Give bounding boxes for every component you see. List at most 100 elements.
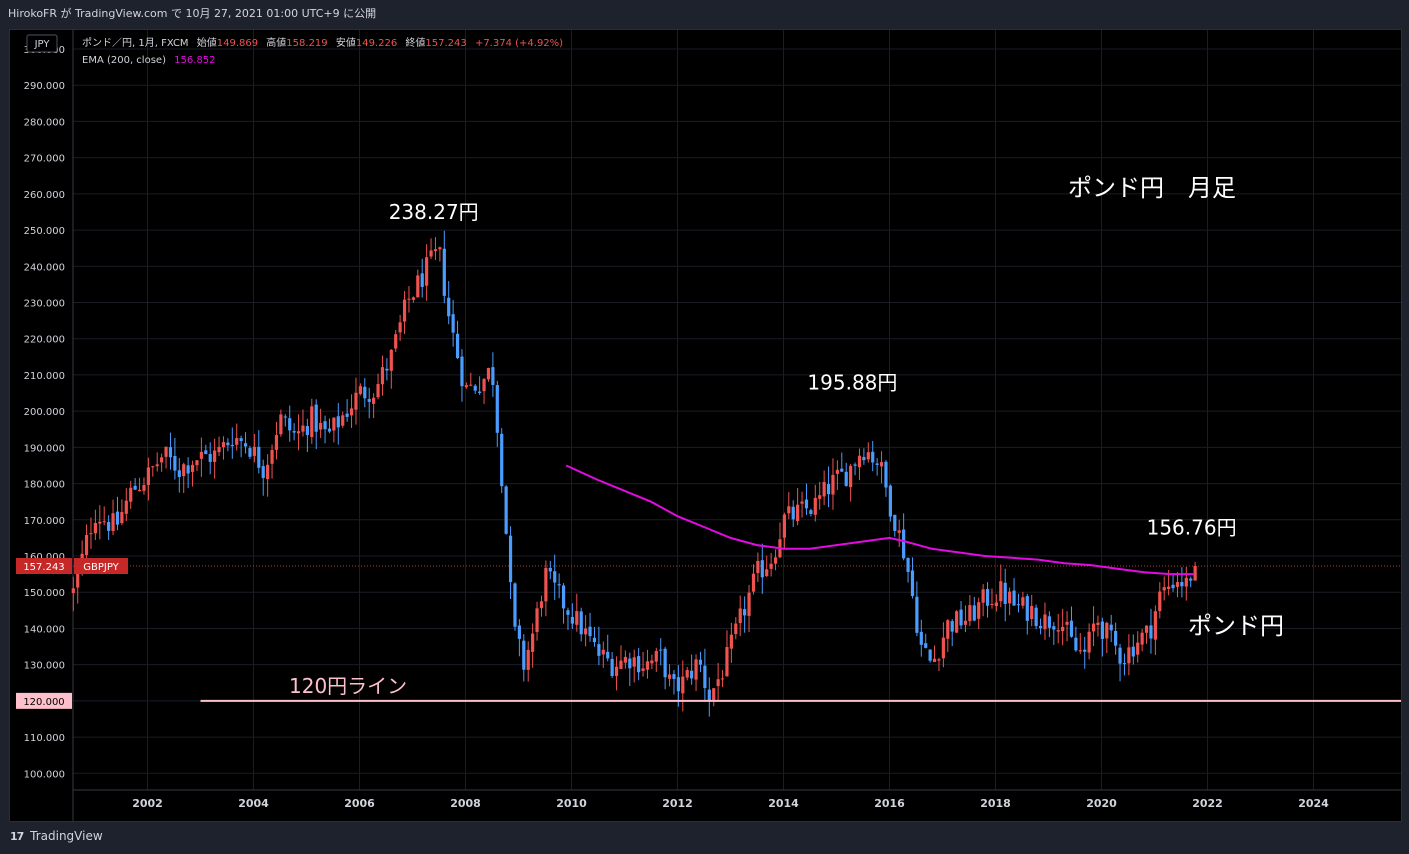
candle-body — [566, 610, 570, 615]
candle-body — [71, 588, 75, 594]
candle-body — [628, 658, 632, 669]
candle-body — [1061, 626, 1065, 632]
legend-ema-line: EMA (200, close) 156.852 — [82, 55, 216, 66]
symbol-tag — [74, 557, 128, 574]
candle-body — [875, 463, 879, 465]
candle-body — [685, 670, 689, 678]
candle-body — [601, 649, 605, 655]
candle-body — [853, 464, 857, 466]
candle-body — [743, 609, 747, 616]
candle-body — [769, 563, 773, 569]
candle-body — [120, 512, 124, 524]
x-tick-label: 2024 — [1298, 797, 1329, 810]
price-annotation: 156.76円 — [1147, 515, 1237, 539]
candle-body — [999, 581, 1003, 602]
grid — [73, 30, 1401, 790]
y-tick-label: 100.000 — [24, 769, 65, 780]
candle-body — [270, 449, 274, 464]
x-tick-label: 2020 — [1086, 797, 1117, 810]
candle-body — [296, 431, 301, 434]
candle-body — [910, 570, 915, 597]
candle-body — [928, 649, 932, 661]
candle-body — [301, 425, 305, 432]
chart-pane[interactable]: 100.000 110.000 120.000 130.000 140.000 150.0… — [9, 29, 1402, 822]
candle-body — [977, 602, 981, 619]
candle-body — [531, 633, 535, 652]
candle-body — [319, 422, 323, 430]
price-labels: 157.243 GBPJPY 120.000 — [16, 557, 128, 709]
currency-badge-bg[interactable] — [26, 34, 58, 53]
y-tick-label: 290.000 — [24, 81, 65, 92]
candle-body — [888, 485, 892, 517]
candle-body — [650, 660, 654, 664]
candle-body — [553, 571, 557, 583]
candle-body — [416, 275, 420, 298]
y-tick-label: 240.000 — [24, 262, 65, 273]
candle-body — [1175, 582, 1180, 587]
candle-body — [645, 661, 650, 670]
legend-low-label: 安値 — [336, 36, 356, 49]
candle-body — [433, 249, 438, 252]
support-price-tag-text: 120.000 — [23, 697, 64, 708]
candle-body — [919, 631, 923, 645]
candle-body — [102, 521, 106, 523]
candle-body — [1131, 646, 1135, 657]
candle-body — [844, 471, 848, 486]
candle-body — [575, 611, 579, 625]
candle-body — [279, 414, 283, 435]
candle-body — [1074, 637, 1078, 651]
candle-body — [738, 608, 742, 623]
candle-body — [725, 647, 729, 677]
y-tick-label: 170.000 — [24, 516, 65, 527]
candle-body — [809, 510, 813, 514]
candle-body — [698, 659, 703, 665]
candle-body — [588, 626, 592, 637]
currency-badge[interactable]: JPY — [34, 39, 51, 50]
candle-body — [734, 623, 738, 635]
candle-body — [796, 504, 800, 522]
tradingview-logo-icon: 17 — [10, 830, 24, 843]
candle-body — [1180, 582, 1184, 587]
candle-body — [407, 298, 411, 300]
candle-body — [464, 385, 468, 388]
candle-body — [455, 333, 460, 359]
legend-change: +7.374 (+4.92%) — [475, 38, 563, 49]
candle-body — [1184, 577, 1188, 587]
candle-body — [1043, 614, 1047, 630]
candle-body — [1144, 625, 1149, 633]
candle-body — [469, 384, 473, 386]
candle-body — [1030, 606, 1034, 620]
y-tick-label: 260.000 — [24, 190, 65, 201]
candle-body — [619, 660, 623, 669]
candle-body — [442, 248, 446, 296]
candle-body — [539, 601, 544, 609]
candle-body — [641, 668, 645, 671]
candle-body — [813, 497, 817, 515]
legend-low-value: 149.226 — [356, 38, 397, 49]
candle-body — [358, 386, 362, 394]
legend-open-value: 149.869 — [217, 38, 258, 49]
candle-body — [508, 535, 513, 583]
candle-body — [1008, 591, 1012, 604]
candle-body — [1193, 565, 1197, 581]
candle-body — [1114, 630, 1118, 646]
legend-high-label: 高値 — [266, 36, 286, 49]
candle-body — [93, 523, 97, 534]
candle-body — [226, 442, 230, 446]
candle-body — [1189, 578, 1193, 581]
candle-body — [160, 457, 164, 463]
candle-body — [182, 464, 186, 477]
series-label: ポンド円 — [1188, 612, 1284, 640]
y-tick-label: 250.000 — [24, 226, 65, 237]
candle-body — [243, 443, 248, 447]
footer[interactable]: 17 TradingView — [10, 826, 103, 846]
candle-body — [1109, 624, 1113, 631]
candle-body — [482, 378, 486, 392]
candle-body — [522, 640, 526, 670]
candle-body — [367, 399, 371, 402]
candle-body — [283, 416, 287, 418]
price-annotation: 195.88円 — [807, 370, 897, 394]
candle-body — [164, 446, 168, 457]
support-line-label: 120円ライン — [289, 674, 407, 698]
legend-high-value: 158.219 — [286, 38, 327, 49]
